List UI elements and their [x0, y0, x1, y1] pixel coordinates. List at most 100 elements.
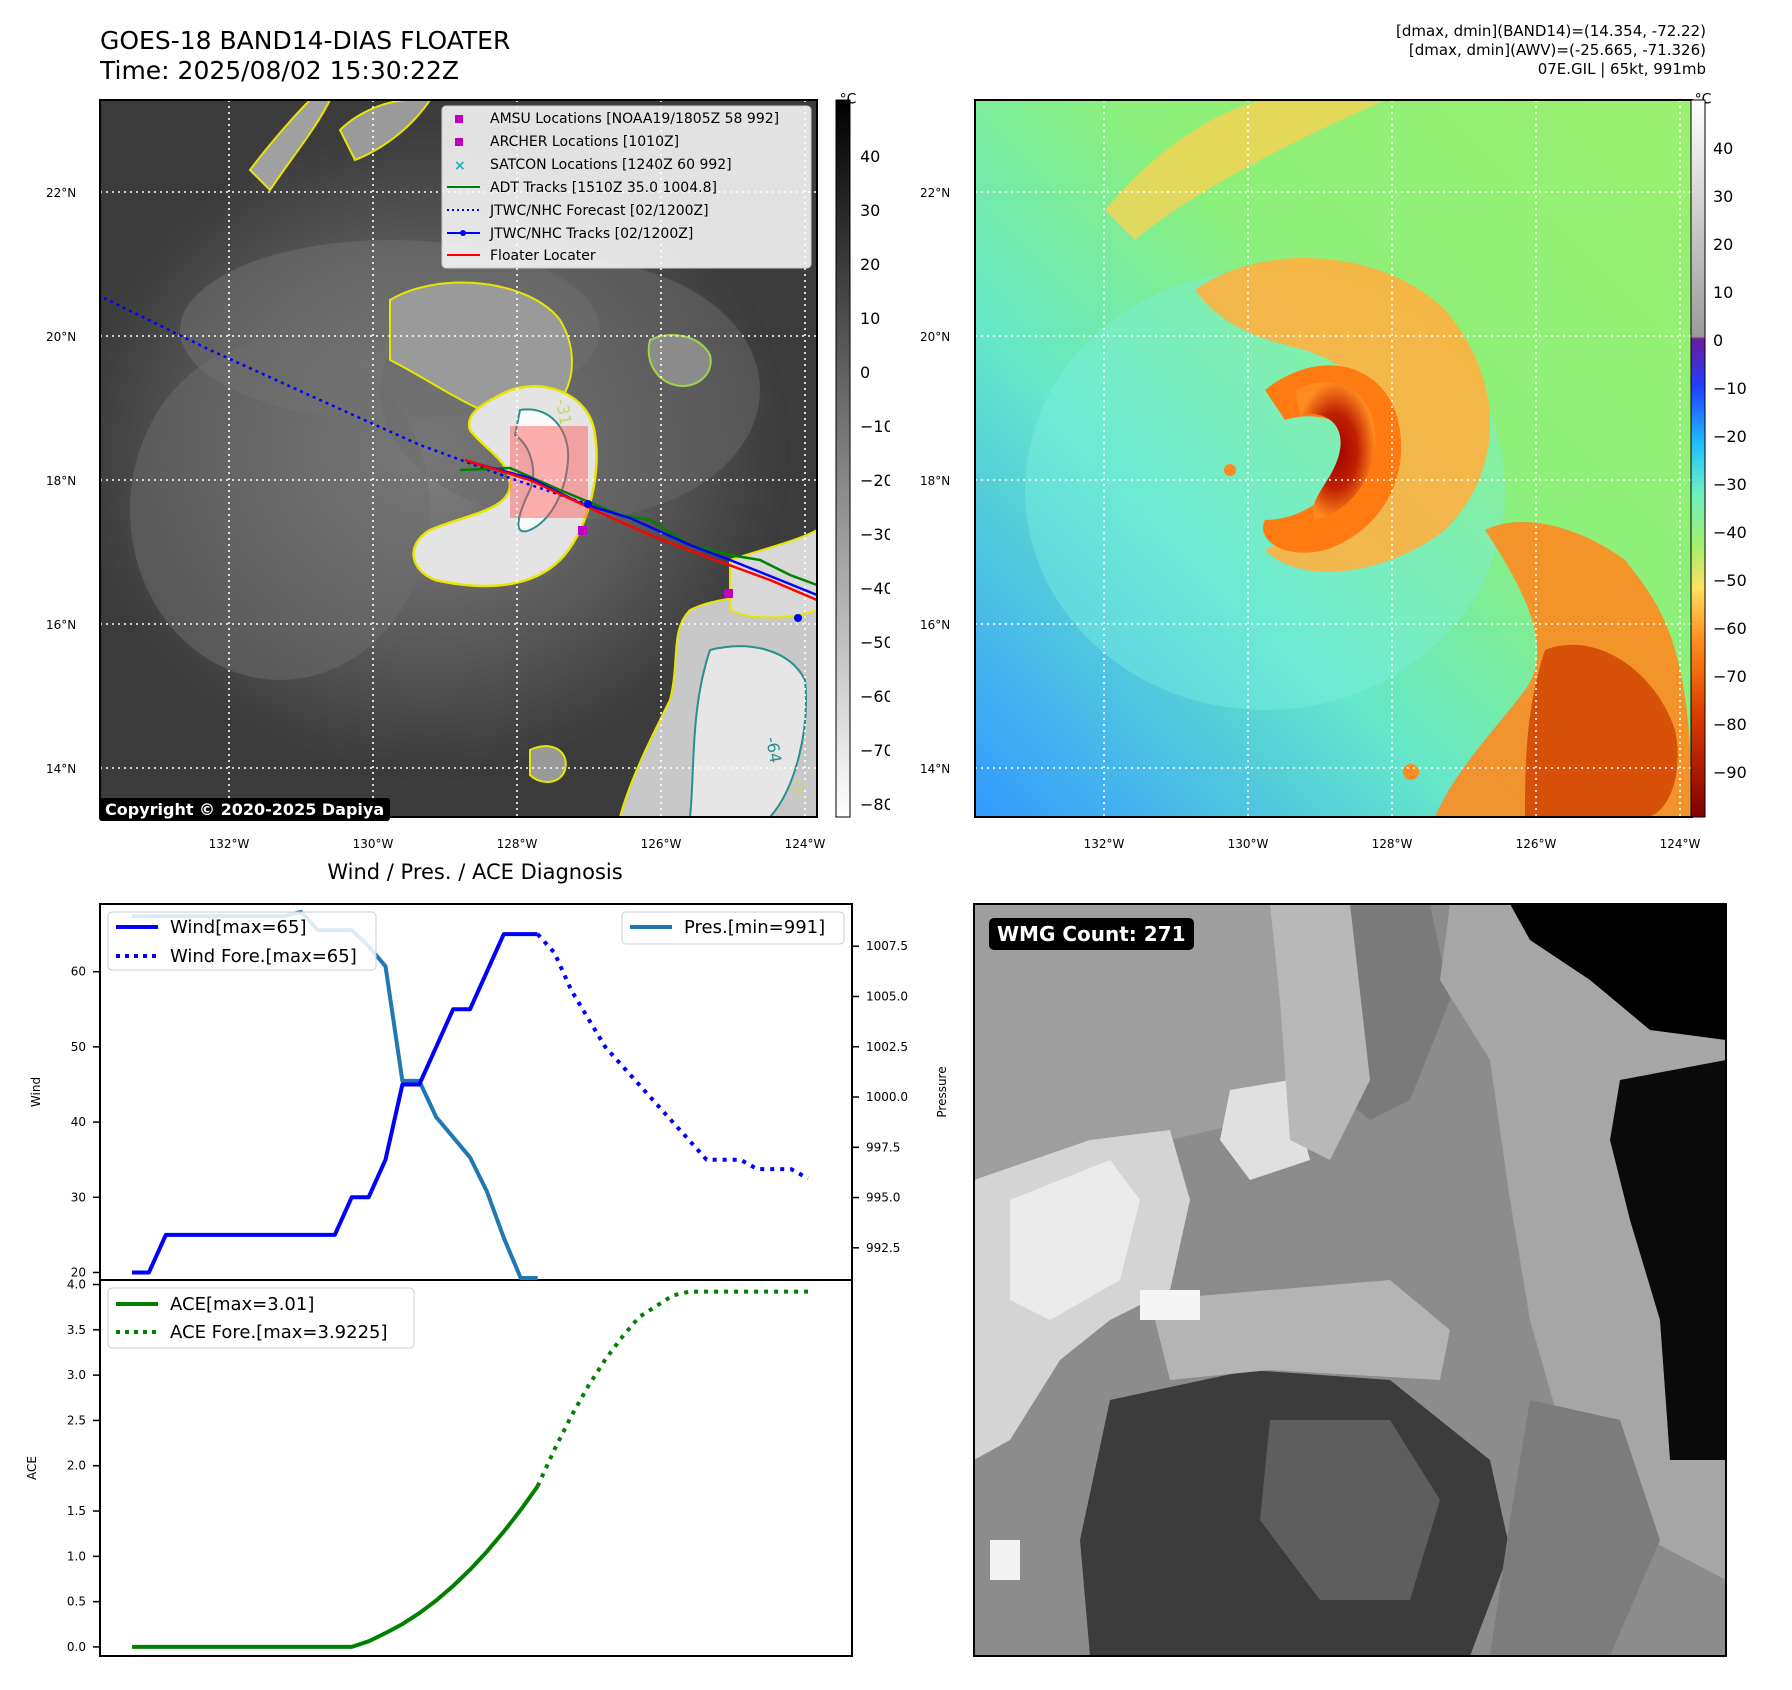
cbar-right-tick: −30 [1713, 475, 1747, 494]
ace-legend: ACE[max=3.01] ACE Fore.[max=3.9225] [107, 1287, 415, 1349]
tick-label: 3.5 [67, 1323, 86, 1337]
colorbar-right-ticks: 40 30 20 10 0 −10 −20 −30 −40 −50 −60 −7… [1713, 139, 1747, 782]
legend-wind-forecast: Wind Fore.[max=65] [170, 946, 357, 967]
cbar-left-tick: −10 [860, 417, 890, 436]
cbar-right-tick: −10 [1713, 379, 1747, 398]
amsu-marker [578, 526, 587, 535]
tick-label: 995.0 [866, 1191, 900, 1205]
color-lon-ticks: 132°W 130°W 128°W 126°W 124°W [1084, 837, 1701, 850]
figure-title: GOES-18 BAND14-DIAS FLOATER [100, 26, 511, 55]
color-ir-imagery [975, 100, 1692, 817]
lat-tick: 16°N [46, 618, 77, 632]
cbar-left-tick: −70 [860, 741, 890, 760]
tick-label: 1.5 [67, 1504, 86, 1518]
lat-tick: 18°N [46, 474, 77, 488]
cbar-left-tick: −60 [860, 687, 890, 706]
map-legend: AMSU Locations [NOAA19/1805Z 58 992] ARC… [441, 105, 812, 269]
tick-label: 40 [71, 1115, 86, 1129]
tick-label: 60 [71, 965, 86, 979]
lat-tick: 20°N [46, 330, 77, 344]
cbar-left-tick: −30 [860, 525, 890, 544]
tick-label: 2.0 [67, 1459, 86, 1473]
lon-tick: 128°W [1372, 837, 1413, 850]
tick-label: 0.5 [67, 1595, 86, 1609]
cbar-left-tick: 40 [860, 147, 880, 166]
track-point [584, 500, 592, 508]
colorbar-left [835, 99, 851, 818]
cbar-right-tick: 0 [1713, 331, 1723, 350]
cbar-right-tick: 20 [1713, 235, 1733, 254]
cbar-left-tick: −40 [860, 579, 890, 598]
copyright-badge: Copyright © 2020-2025 Dapiya [99, 798, 391, 821]
legend-pressure: Pres.[min=991] [684, 917, 825, 938]
archer-marker [724, 589, 733, 598]
lon-tick: 132°W [1084, 837, 1125, 850]
tick-label: 992.5 [866, 1241, 900, 1255]
wmg-imagery [974, 904, 1726, 1656]
cbar-left-tick: 0 [860, 363, 870, 382]
tick-label: 2.5 [67, 1413, 86, 1427]
legend-satcon-symbol: × [454, 158, 466, 174]
best-track-line [469, 460, 818, 597]
legend-amsu: AMSU Locations [NOAA19/1805Z 58 992] [490, 111, 779, 127]
colorbar-right [1690, 99, 1706, 818]
cbar-left-tick: 30 [860, 201, 880, 220]
info-line-awv: [dmax, dmin](AWV)=(-25.665, -71.326) [1408, 41, 1706, 59]
tick-label: 1000.0 [866, 1090, 908, 1104]
lat-tick: 20°N [920, 330, 951, 344]
info-line-band14: [dmax, dmin](BAND14)=(14.354, -72.22) [1395, 22, 1706, 40]
lon-tick: 124°W [1660, 837, 1701, 850]
lon-tick: 132°W [209, 837, 250, 850]
wind-axis-label: Wind [29, 1077, 43, 1107]
lon-tick: 126°W [641, 837, 682, 850]
ir-map-frame [99, 99, 818, 818]
forecast-track-line [103, 296, 591, 507]
pressure-legend: Pres.[min=991] [621, 911, 845, 945]
tick-label: 997.5 [866, 1140, 900, 1154]
tick-label: 1002.5 [866, 1040, 908, 1054]
lon-tick: 124°W [785, 837, 826, 850]
cbar-left-tick: 20 [860, 255, 880, 274]
ace-forecast-series-line [535, 1289, 808, 1488]
wind-forecast-series-line [536, 932, 809, 1181]
ace-series-line [132, 1485, 540, 1649]
colorbar-left-ticks: 40 30 20 10 0 −10 −20 −30 −40 −50 −60 −7… [860, 147, 890, 814]
diag-chart: Wind Pressure ACE 60 50 40 30 20 1007.5 1005.… [25, 903, 949, 1657]
pressure-axis-label: Pressure [935, 1066, 949, 1117]
lon-tick: 128°W [497, 837, 538, 850]
legend-wind: Wind[max=65] [170, 917, 307, 938]
ir-tracks [103, 296, 818, 622]
ir-map-panel: -31 -64 -31 AMSU Locations [NOAA19/1805Z… [99, 92, 890, 850]
wind-series-line [132, 932, 538, 1275]
cbar-right-tick: −70 [1713, 667, 1747, 686]
color-ir-panel: °C 40 30 20 10 0 −10 −20 −30 −40 −50 −60… [974, 92, 1747, 850]
cbar-left-tick: 10 [860, 309, 880, 328]
track-point [794, 614, 802, 622]
legend-ace: ACE[max=3.01] [170, 1294, 314, 1315]
lat-tick: 22°N [920, 186, 951, 200]
tick-label: 3.0 [67, 1368, 86, 1382]
legend-ace-forecast: ACE Fore.[max=3.9225] [170, 1322, 388, 1343]
cbar-right-tick: −90 [1713, 763, 1747, 782]
cbar-right-tick: 30 [1713, 187, 1733, 206]
legend-adt: ADT Tracks [1510Z 35.0 1004.8] [490, 180, 717, 196]
wind-ticks: 60 50 40 30 20 [71, 965, 100, 1279]
tick-label: 0.0 [67, 1640, 86, 1654]
legend-satcon: SATCON Locations [1240Z 60 992] [490, 157, 732, 173]
tick-label: 50 [71, 1040, 86, 1054]
cbar-left-tick: −20 [860, 471, 890, 490]
tick-label: 4.0 [67, 1278, 86, 1292]
pressure-ticks: 1007.5 1005.0 1002.5 1000.0 997.5 995.0 992.5 [852, 939, 908, 1255]
wmg-count-badge: WMG Count: 271 [989, 918, 1194, 950]
legend-tracks: JTWC/NHC Tracks [02/1200Z] [489, 226, 693, 242]
tick-label: 1.0 [67, 1549, 86, 1563]
tick-label: 1007.5 [866, 939, 908, 953]
floater-locater-line [464, 458, 818, 602]
lat-tick: 18°N [920, 474, 951, 488]
cbar-right-tick: −40 [1713, 523, 1747, 542]
ir-lon-ticks: 132°W 130°W 128°W 126°W 124°W [209, 837, 826, 850]
legend-floater: Floater Locater [490, 248, 596, 264]
ace-ticks: 4.0 3.5 3.0 2.5 2.0 1.5 1.0 0.5 0.0 [67, 1278, 100, 1654]
lat-tick: 14°N [920, 762, 951, 776]
contour-label: -64 [762, 735, 785, 764]
